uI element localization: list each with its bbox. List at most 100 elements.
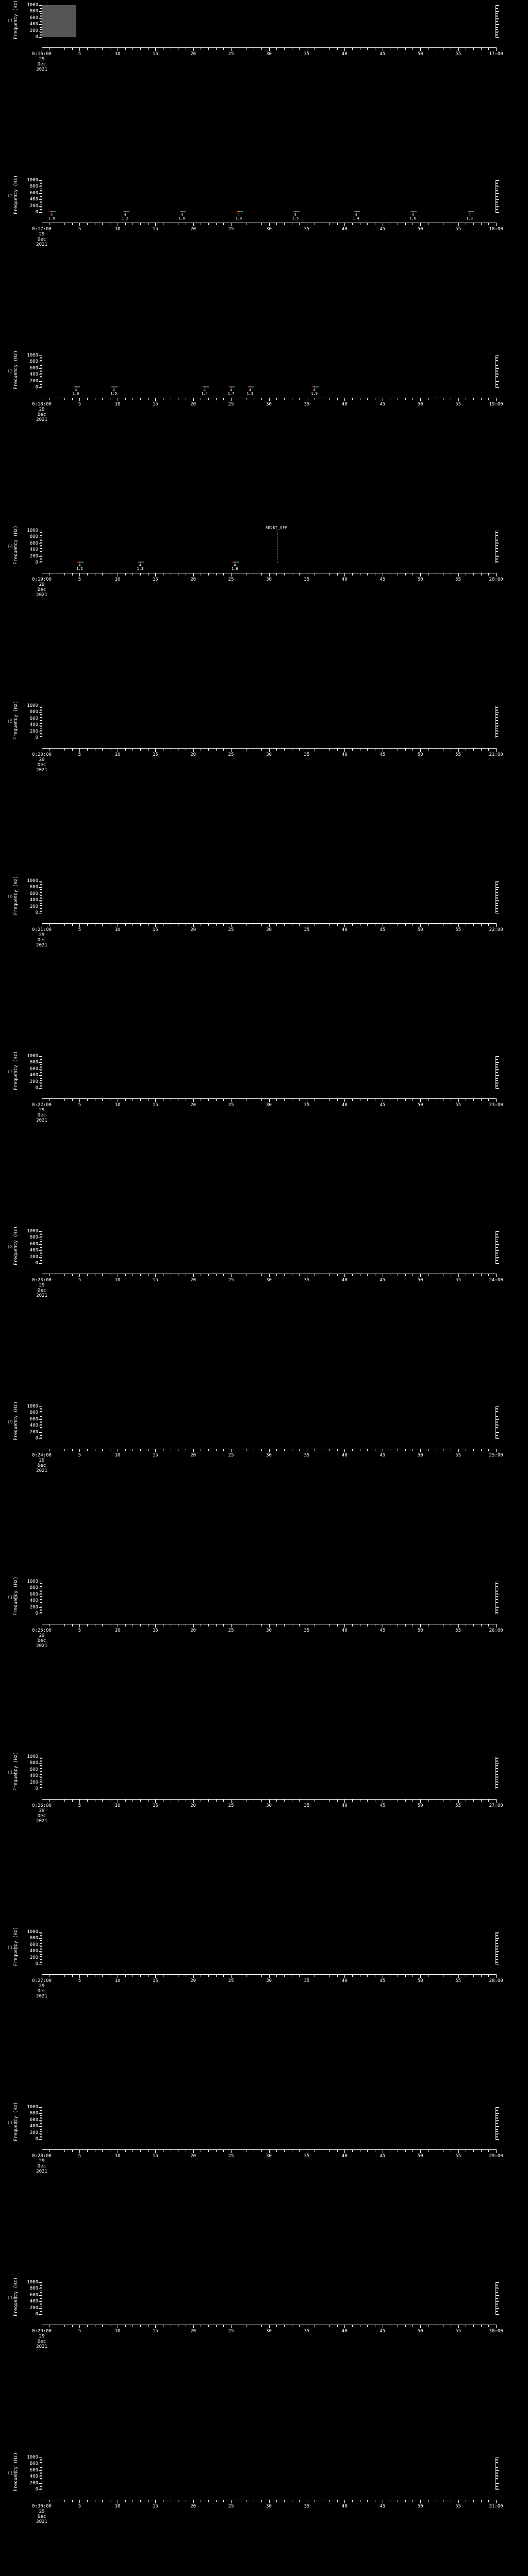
time-tick xyxy=(344,1974,345,1978)
amplitude-mark xyxy=(113,386,115,387)
time-tick-label: 30 xyxy=(266,1278,272,1283)
amplitude-mark xyxy=(126,211,128,212)
amplitude-mark xyxy=(230,386,233,387)
time-tick-label: 5 xyxy=(78,1453,81,1458)
time-tick xyxy=(87,2149,88,2152)
y-tick xyxy=(40,1411,42,1412)
y-tick-right xyxy=(496,887,499,888)
time-tick-label: 40 xyxy=(341,1803,348,1808)
amplitude-mark xyxy=(229,386,231,387)
date-part: 2021 xyxy=(36,242,47,247)
time-tick xyxy=(488,2149,489,2152)
time-tick xyxy=(496,2500,497,2503)
time-tick xyxy=(140,47,141,50)
y-tick xyxy=(40,371,42,372)
date-part: Dec xyxy=(37,2339,46,2344)
y-tick-label: 400 xyxy=(29,1948,38,1954)
amplitude-mark xyxy=(77,386,79,387)
marker-bottom-value: 1.6 xyxy=(72,392,79,396)
date-part: Dec xyxy=(37,237,46,242)
y-tick xyxy=(39,2295,42,2296)
time-tick xyxy=(337,1098,338,1101)
marker-annotation: 4 1.3 xyxy=(466,213,473,221)
time-tick xyxy=(140,1974,141,1977)
date-part: Dec xyxy=(37,412,46,417)
time-tick xyxy=(405,47,406,50)
y-tick-label: 1000 xyxy=(27,2455,38,2460)
time-tick xyxy=(473,47,474,50)
y-tick-right xyxy=(496,1779,498,1780)
time-tick xyxy=(329,1974,330,1977)
time-tick-label: 55 xyxy=(455,1628,461,1633)
time-tick xyxy=(284,1799,285,1802)
time-tick-label: 20 xyxy=(190,1978,196,1984)
time-tick xyxy=(405,1799,406,1802)
y-tick-right xyxy=(496,1078,498,1079)
time-tick xyxy=(458,1098,459,1102)
y-tick xyxy=(40,27,42,28)
amplitude-mark xyxy=(358,211,360,212)
y-tick xyxy=(40,16,42,17)
y-tick-right xyxy=(496,1765,498,1766)
time-axis-start-label: 0:22:00 xyxy=(32,1103,52,1108)
time-tick-label: 55 xyxy=(455,1103,461,1108)
y-tick-right xyxy=(496,360,498,361)
time-tick xyxy=(481,47,482,50)
y-tick xyxy=(40,32,42,33)
time-axis-start-label: 0:29:00 xyxy=(32,2329,52,2334)
y-tick-right xyxy=(496,717,498,718)
time-tick xyxy=(299,398,300,400)
y-tick-right xyxy=(496,37,499,38)
date-part: Dec xyxy=(37,1638,46,1643)
time-tick-label: 40 xyxy=(341,2329,348,2334)
time-tick xyxy=(261,1624,262,1626)
time-tick xyxy=(216,748,217,751)
y-tick xyxy=(40,1408,42,1409)
time-tick xyxy=(284,1974,285,1977)
time-tick xyxy=(284,748,285,751)
time-tick xyxy=(481,573,482,575)
y-tick xyxy=(40,2298,42,2299)
y-tick-right xyxy=(496,196,498,197)
time-tick-label: 50 xyxy=(417,1803,423,1808)
y-tick xyxy=(40,2467,42,2468)
time-tick-label: 15 xyxy=(152,752,158,757)
time-axis-start-label: 0:16:00 xyxy=(32,52,52,57)
time-tick xyxy=(276,1449,277,1451)
date-stack: 29 Dec 2021 xyxy=(36,582,47,598)
y-tick xyxy=(40,2475,42,2476)
y-tick xyxy=(39,2126,42,2127)
time-tick xyxy=(344,47,345,51)
time-tick xyxy=(125,223,126,225)
y-tick-label: 600 xyxy=(29,2467,38,2473)
time-tick-label: 30 xyxy=(266,2504,272,2509)
marker-annotation: 4 1.7 xyxy=(228,388,235,396)
time-tick xyxy=(208,223,209,225)
time-tick xyxy=(299,1799,300,1802)
marker-top-value: 4 xyxy=(74,388,77,392)
time-tick xyxy=(269,923,270,927)
time-tick xyxy=(420,223,421,226)
y-tick xyxy=(40,384,42,385)
time-tick xyxy=(223,398,224,400)
marker-top-value: 4 xyxy=(78,563,81,567)
time-tick xyxy=(420,748,421,752)
time-axis-start-label: 0:20:00 xyxy=(32,752,52,757)
time-tick xyxy=(420,1799,421,1803)
y-tick-label: 1000 xyxy=(27,528,38,533)
amplitude-mark xyxy=(116,386,118,387)
time-tick-label: 55 xyxy=(455,577,461,582)
marker-annotation: 4 1.3 xyxy=(246,388,253,396)
date-stack: 29 Dec 2021 xyxy=(36,1458,47,1473)
time-tick xyxy=(276,2325,277,2327)
time-tick-label: 50 xyxy=(417,1278,423,1283)
time-tick xyxy=(155,1098,156,1102)
marker-bottom-value: 1.8 xyxy=(48,216,55,221)
plot-area xyxy=(39,1056,499,1089)
time-tick-label: 25 xyxy=(228,1453,234,1458)
time-tick xyxy=(299,1098,300,1101)
time-tick xyxy=(125,1449,126,1451)
time-tick-label: 40 xyxy=(341,752,348,757)
time-tick xyxy=(420,47,421,51)
marker-bottom-value: 1.5 xyxy=(110,392,117,396)
